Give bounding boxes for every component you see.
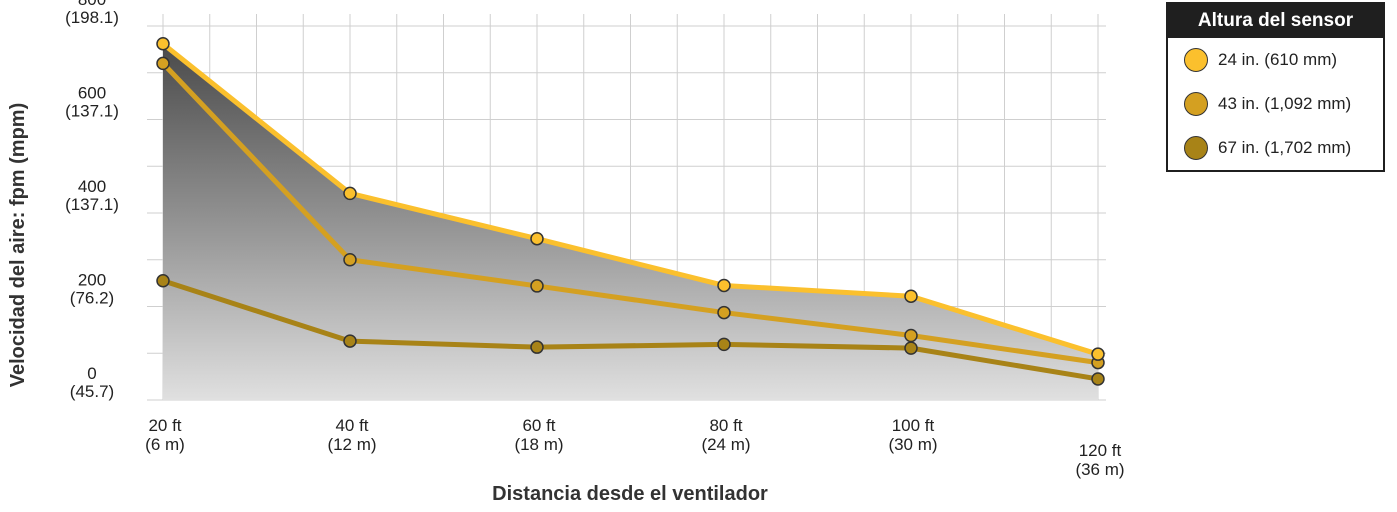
x-tick-sublabel: (24 m) — [701, 435, 750, 454]
legend-dot-icon — [1184, 92, 1208, 116]
legend: Altura del sensor 24 in. (610 mm) 43 in.… — [1166, 2, 1385, 172]
data-point — [904, 289, 918, 303]
legend-item-43in: 43 in. (1,092 mm) — [1168, 82, 1383, 126]
area-fill — [163, 43, 1098, 400]
data-point — [717, 337, 731, 352]
legend-item-24in: 24 in. (610 mm) — [1168, 38, 1383, 82]
x-axis-ticks: 20 ft(6 m) 40 ft(12 m) 60 ft(18 m) 80 ft(24… — [145, 416, 1124, 479]
y-tick-label: 0 — [87, 364, 96, 383]
x-tick-label: 20 ft — [148, 416, 181, 435]
y-tick-sublabel: (198.1) — [65, 8, 119, 27]
legend-label: 67 in. (1,702 mm) — [1218, 138, 1352, 157]
y-tick-label: 400 — [78, 177, 106, 196]
data-point — [156, 56, 170, 71]
x-tick-label: 60 ft — [522, 416, 555, 435]
data-point — [904, 341, 918, 355]
data-point — [530, 279, 544, 293]
y-tick-sublabel: (45.7) — [70, 382, 114, 401]
y-tick-label: 800 — [78, 0, 106, 9]
x-tick-label: 120 ft — [1079, 441, 1122, 460]
x-tick-label: 80 ft — [709, 416, 742, 435]
y-tick-sublabel: (137.1) — [65, 195, 119, 214]
legend-dot-icon — [1184, 48, 1208, 72]
legend-label: 43 in. (1,092 mm) — [1218, 94, 1352, 113]
data-point — [343, 186, 357, 201]
legend-title: Altura del sensor — [1168, 4, 1383, 38]
y-tick-sublabel: (137.1) — [65, 102, 119, 121]
data-point — [904, 328, 918, 343]
series-line-3 — [162, 278, 1099, 382]
series-line-1 — [161, 41, 1099, 357]
x-tick-sublabel: (18 m) — [514, 435, 563, 454]
series-line-2 — [161, 61, 1099, 366]
data-point — [530, 340, 544, 354]
series-layer — [156, 37, 1105, 386]
data-point — [343, 334, 357, 348]
data-point — [1091, 372, 1105, 386]
x-tick-label: 100 ft — [892, 416, 935, 435]
data-point — [156, 274, 170, 288]
data-point — [1091, 347, 1105, 361]
y-tick-label: 600 — [78, 84, 106, 103]
data-point — [717, 278, 731, 293]
x-axis-title: Distancia desde el ventilador — [492, 483, 768, 505]
x-tick-sublabel: (36 m) — [1075, 460, 1124, 479]
y-tick-sublabel: (76.2) — [70, 289, 114, 308]
data-point — [717, 305, 731, 320]
x-tick-sublabel: (6 m) — [145, 435, 185, 454]
data-point — [343, 253, 357, 267]
data-point — [530, 231, 544, 246]
legend-item-67in: 67 in. (1,702 mm) — [1168, 126, 1383, 170]
legend-label: 24 in. (610 mm) — [1218, 50, 1338, 69]
x-tick-sublabel: (12 m) — [327, 435, 376, 454]
legend-dot-icon — [1184, 136, 1208, 160]
y-axis-ticks: 0(45.7)200(76.2)400(137.1)600(137.1)800(… — [65, 0, 119, 401]
x-tick-sublabel: (30 m) — [888, 435, 937, 454]
y-tick-label: 200 — [78, 271, 106, 290]
x-tick-label: 40 ft — [335, 416, 368, 435]
data-point — [156, 37, 170, 51]
y-axis-title: Velocidad del aire: fpm (mpm) — [7, 103, 29, 388]
